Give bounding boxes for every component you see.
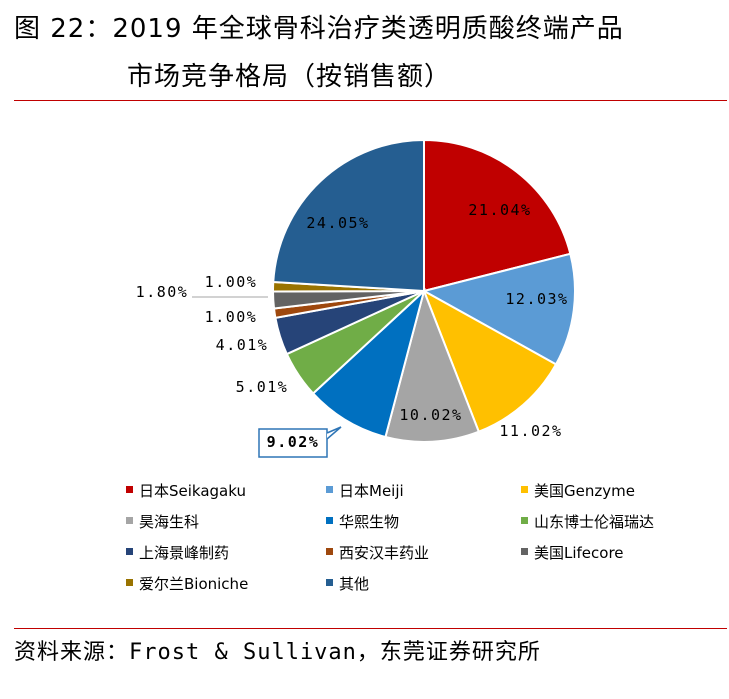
legend-item: 日本Seikagaku [126,480,246,501]
pie-slice [311,287,426,439]
data-label: 1.80% [136,283,189,301]
legend-label: 其他 [339,575,370,593]
data-label: 1.00% [205,308,258,326]
pie-slice [422,288,558,434]
source-note: 资料来源：Frost & Sullivan，东莞证券研究所 [14,640,541,665]
bottom-divider [14,628,727,629]
legend-label: 日本Seikagaku [139,482,246,500]
legend-label: 华熙生物 [339,513,400,531]
legend-swatch [126,486,133,493]
legend-swatch [326,486,333,493]
legend-label: 爱尔兰Bioniche [139,575,249,593]
data-label: 9.02% [267,433,320,451]
legend-swatch [326,517,333,524]
top-divider [14,100,727,101]
legend-label: 美国Genzyme [534,482,635,500]
pie-slice [423,138,572,293]
legend-item: 日本Meiji [326,480,404,501]
pie-slice [421,252,576,366]
pie-chart: 21.04% 12.03% 11.02% 10.02% 9.02% 5.01% 4.01% 1… [136,138,576,458]
data-label: 1.00% [205,273,258,291]
highlight-label-box [258,428,328,458]
highlight-callout-pointer [326,426,342,440]
pie-slice [272,138,425,293]
data-label: 21.04% [468,201,531,219]
legend-label: 昊海生科 [139,513,200,531]
legend-item: 爱尔兰Bioniche [126,573,248,594]
legend-swatch [521,486,528,493]
legend-swatch [521,548,528,555]
chart-title-line1: 图 22：2019 年全球骨科治疗类透明质酸终端产品 [14,14,624,44]
data-label: 24.05% [306,214,369,232]
legend-label: 日本Meiji [339,482,404,500]
legend-item: 其他 [326,573,369,594]
pie-slice [384,287,481,443]
legend-item: 华熙生物 [326,511,399,532]
legend-label: 西安汉丰药业 [339,544,430,562]
data-label: 4.01% [216,336,269,354]
data-label: 12.03% [505,290,568,308]
data-label: 10.02% [399,406,462,424]
legend-swatch [126,548,133,555]
legend-swatch [126,579,133,586]
legend-item: 山东博士伦福瑞达 [521,511,654,532]
legend-item: 西安汉丰药业 [326,542,429,563]
legend-item: 上海景峰制药 [126,542,229,563]
legend-swatch [126,517,133,524]
legend-label: 上海景峰制药 [139,544,230,562]
legend-label: 山东博士伦福瑞达 [534,513,655,531]
legend-item: 美国Genzyme [521,480,635,501]
legend-swatch [326,548,333,555]
legend-swatch [521,517,528,524]
legend-swatch [326,579,333,586]
legend-label: 美国Lifecore [534,544,624,562]
legend-item: 昊海生科 [126,511,199,532]
data-label: 5.01% [236,378,289,396]
chart-title-line2: 市场竞争格局（按销售额） [127,62,452,92]
data-label: 11.02% [499,422,562,440]
legend-item: 美国Lifecore [521,542,624,563]
